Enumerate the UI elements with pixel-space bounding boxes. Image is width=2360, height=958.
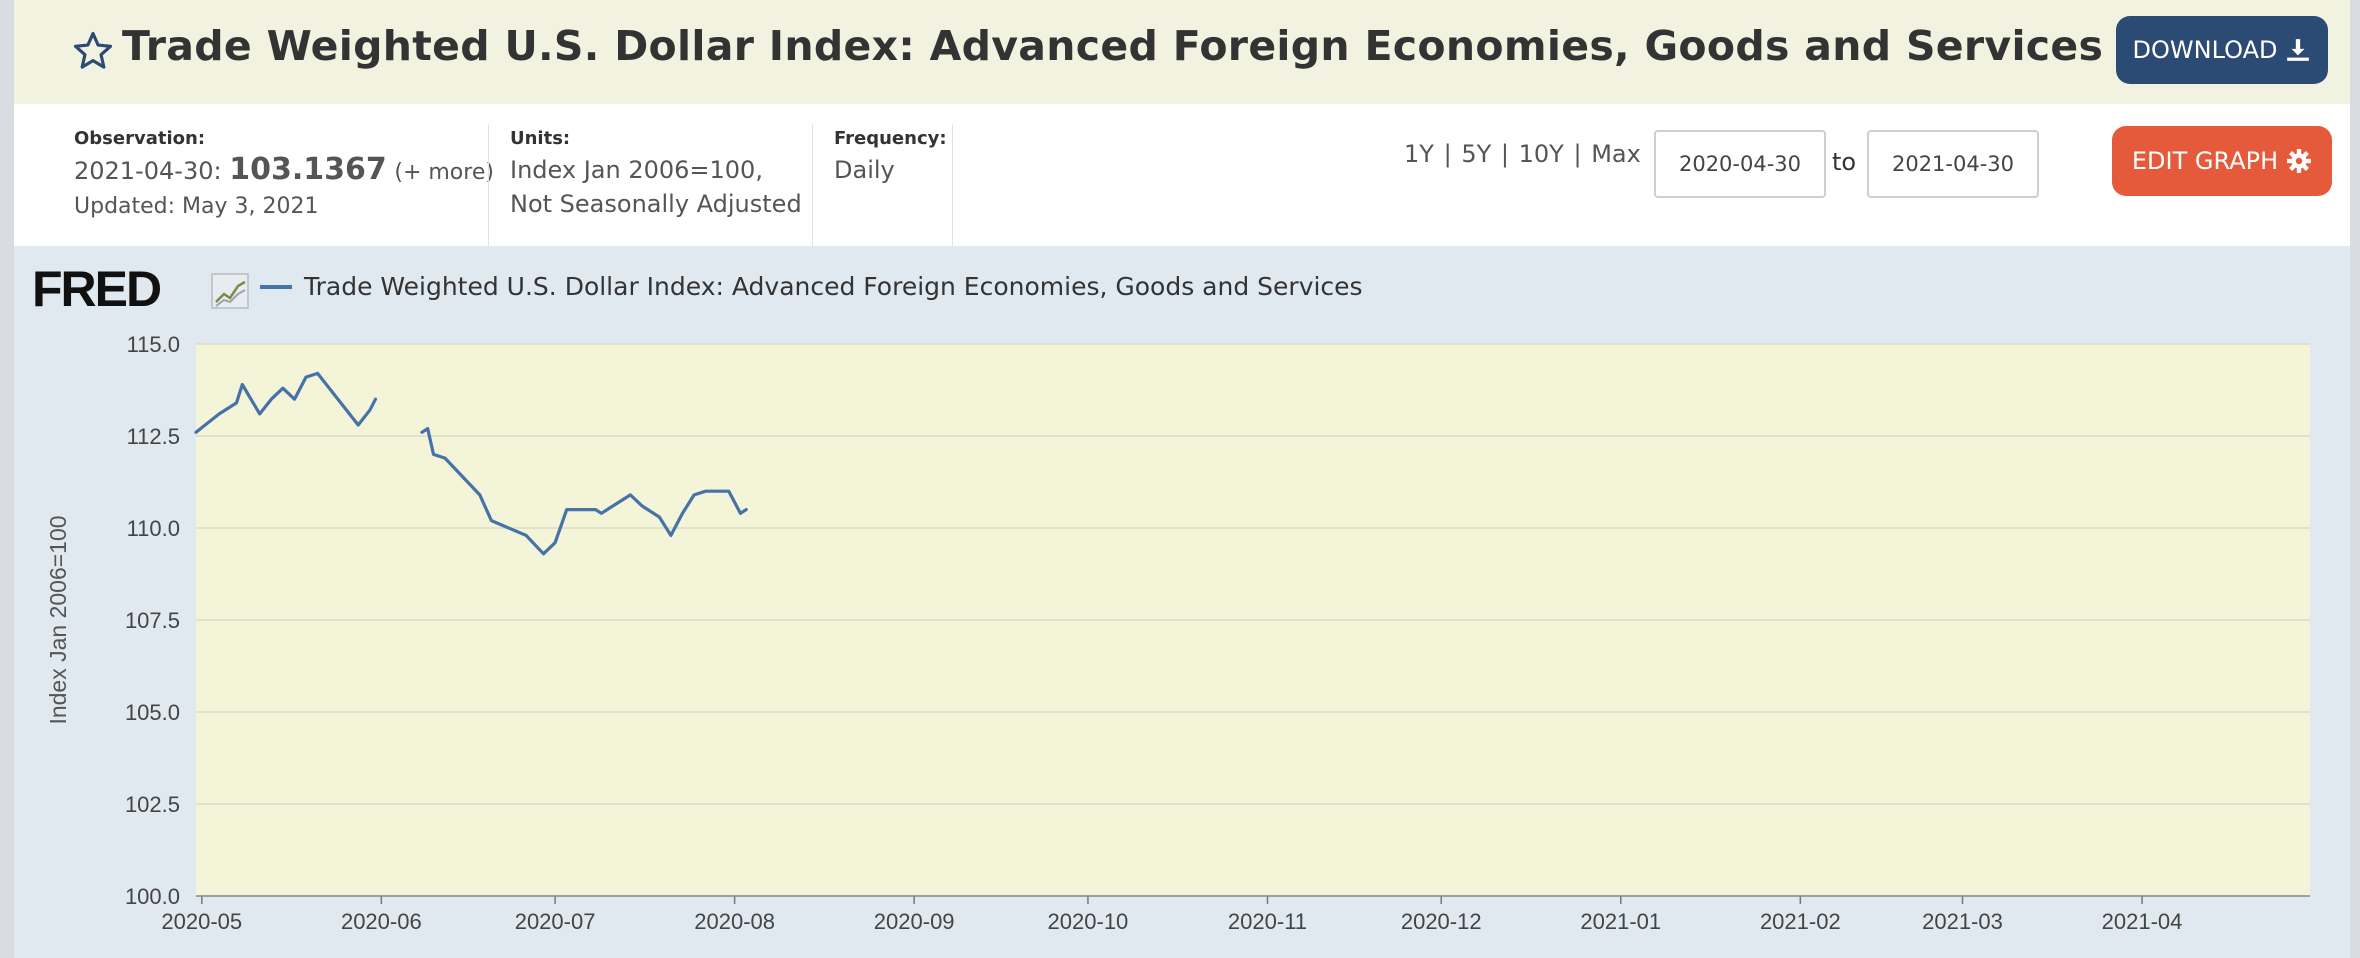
range-selector: 1Y | 5Y | 10Y | Max <box>1404 140 1641 168</box>
x-tick-label: 2020-10 <box>1048 909 1129 934</box>
star-outline-icon[interactable] <box>72 30 114 72</box>
x-tick-label: 2020-08 <box>694 909 775 934</box>
fred-logo: FRED <box>32 260 252 320</box>
legend-label: Trade Weighted U.S. Dollar Index: Advanc… <box>304 272 1363 301</box>
observation-block: Observation: 2021-04-30: 103.1367 (+ mor… <box>74 128 494 224</box>
info-bar: Observation: 2021-04-30: 103.1367 (+ mor… <box>14 104 2350 248</box>
meta-divider <box>952 124 953 248</box>
range-1y[interactable]: 1Y <box>1404 140 1434 168</box>
series-line-segment <box>420 427 748 556</box>
y-tick-label: 110.0 <box>127 516 180 541</box>
page-title: Trade Weighted U.S. Dollar Index: Advanc… <box>122 22 2306 70</box>
units-line2: Not Seasonally Adjusted <box>510 190 802 218</box>
x-tick-label: 2020-05 <box>161 909 242 934</box>
units-label: Units: <box>510 128 571 149</box>
edit-graph-label: EDIT GRAPH <box>2131 147 2279 175</box>
observation-line: 2021-04-30: 103.1367 (+ more) <box>74 153 494 190</box>
observation-date: 2021-04-30: <box>74 157 222 185</box>
to-label: to <box>1832 148 1857 176</box>
fred-logo-text: FRED <box>32 261 161 317</box>
series-title: Trade Weighted U.S. Dollar Index: Advanc… <box>122 22 2104 70</box>
x-tick-label: 2021-03 <box>1922 909 2003 934</box>
frequency-block: Frequency: Daily <box>834 128 947 187</box>
meta-divider <box>488 124 489 248</box>
x-tick-label: 2020-07 <box>515 909 596 934</box>
x-tick-label: 2020-11 <box>1228 909 1307 934</box>
range-separator: | <box>1443 140 1452 168</box>
gear-icon <box>2287 149 2312 173</box>
y-tick-label: 102.5 <box>125 792 180 817</box>
line-chart[interactable]: 100.0 102.5 105.0 107.5 110.0 112.5 115.0 2020-… <box>14 246 2350 958</box>
frequency-value: Daily <box>834 156 895 184</box>
y-tick-label: 115.0 <box>127 332 180 357</box>
units-block: Units: Index Jan 2006=100, Not Seasonall… <box>510 128 802 221</box>
window-frame-right <box>2350 0 2360 958</box>
y-tick-label: 107.5 <box>125 608 180 633</box>
range-max[interactable]: Max <box>1591 140 1641 168</box>
legend-swatch <box>260 284 292 289</box>
range-10y[interactable]: 10Y <box>1518 140 1564 168</box>
range-separator: | <box>1573 140 1582 168</box>
x-tick-label: 2021-04 <box>2102 909 2183 934</box>
download-label: DOWNLOAD <box>2132 36 2278 64</box>
range-5y[interactable]: 5Y <box>1461 140 1492 168</box>
x-tick-label: 2020-12 <box>1401 909 1482 934</box>
y-axis-label: Index Jan 2006=100 <box>45 515 71 724</box>
start-date-input[interactable]: 2020-04-30 <box>1654 130 1826 198</box>
y-tick-label: 105.0 <box>125 700 180 725</box>
chart-legend: Trade Weighted U.S. Dollar Index: Advanc… <box>260 272 1363 301</box>
units-line1: Index Jan 2006=100, <box>510 156 763 184</box>
series-line-segment <box>194 371 378 434</box>
updated-date: Updated: May 3, 2021 <box>74 194 319 219</box>
range-separator: | <box>1500 140 1509 168</box>
observation-label: Observation: <box>74 128 206 149</box>
frequency-label: Frequency: <box>834 128 947 149</box>
end-date-input[interactable]: 2021-04-30 <box>1867 130 2039 198</box>
x-tick-label: 2020-09 <box>874 909 955 934</box>
series-header: Trade Weighted U.S. Dollar Index: Advanc… <box>14 0 2350 104</box>
y-tick-label: 112.5 <box>127 424 180 449</box>
meta-divider <box>812 124 813 248</box>
download-button[interactable]: DOWNLOAD <box>2116 16 2328 84</box>
chart-area: FRED Trade Weighted U.S. Dollar Index: A… <box>14 246 2350 958</box>
observation-value: 103.1367 <box>229 152 387 187</box>
x-tick-label: 2021-01 <box>1580 909 1661 934</box>
more-link[interactable]: (+ more) <box>394 160 494 185</box>
download-icon <box>2287 39 2310 61</box>
y-tick-label: 100.0 <box>125 884 180 909</box>
edit-graph-button[interactable]: EDIT GRAPH <box>2112 126 2332 196</box>
x-tick-label: 2021-02 <box>1760 909 1841 934</box>
window-frame-left <box>0 0 14 958</box>
x-tick-label: 2020-06 <box>341 909 422 934</box>
